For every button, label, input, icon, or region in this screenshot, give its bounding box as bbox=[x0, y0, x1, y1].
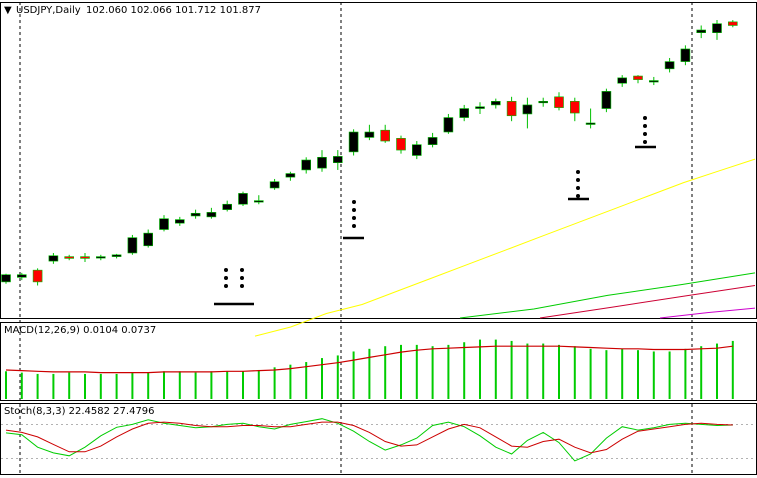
candle-body bbox=[459, 108, 470, 118]
candle-body bbox=[554, 96, 564, 108]
ohlc-label: 102.060 102.066 101.712 101.877 bbox=[86, 5, 261, 16]
vertical-gridlines bbox=[19, 2, 693, 474]
candle-body bbox=[32, 269, 43, 283]
symbol-label: USDJPY,Daily bbox=[16, 5, 81, 16]
candle-body bbox=[285, 173, 296, 178]
stoch-pane bbox=[1, 418, 756, 462]
candle-body bbox=[64, 256, 74, 259]
candle-body bbox=[127, 237, 138, 254]
candle-body bbox=[380, 129, 391, 142]
moving-average-1 bbox=[459, 272, 756, 319]
marker-dot bbox=[576, 170, 580, 174]
markers bbox=[214, 116, 656, 306]
candle-body bbox=[206, 212, 217, 218]
candle-body bbox=[96, 256, 106, 259]
candle-body bbox=[538, 101, 549, 104]
candle-body bbox=[396, 138, 406, 151]
candle-body bbox=[633, 75, 643, 80]
marker-dot bbox=[224, 284, 228, 288]
candle-body bbox=[301, 159, 312, 171]
candle-body bbox=[364, 131, 375, 138]
candle-body bbox=[696, 29, 707, 33]
candle-body bbox=[490, 101, 501, 106]
moving-average-3 bbox=[659, 307, 756, 319]
candle-body bbox=[1, 274, 11, 283]
candle-body bbox=[475, 106, 485, 109]
stoch-label: Stoch(8,3,3) 22.4582 27.4796 bbox=[4, 406, 155, 417]
marker-dot bbox=[576, 178, 580, 182]
marker-dot bbox=[352, 200, 356, 204]
candle-body bbox=[727, 21, 738, 26]
candle-body bbox=[648, 80, 659, 83]
candle-body bbox=[332, 156, 343, 164]
moving-average-2 bbox=[539, 285, 756, 319]
candle-body bbox=[427, 137, 438, 145]
candle-body bbox=[522, 104, 533, 115]
candle-body bbox=[269, 181, 280, 189]
candle-body bbox=[159, 218, 169, 230]
moving-averages bbox=[254, 158, 756, 337]
marker-dot bbox=[240, 276, 244, 280]
candle-body bbox=[143, 232, 153, 247]
candle-body bbox=[617, 77, 628, 84]
candle-body bbox=[680, 48, 691, 62]
marker-dot bbox=[576, 194, 580, 198]
candle-body bbox=[443, 117, 454, 133]
candle-body bbox=[411, 144, 422, 156]
chart-title-arrow: ▼ bbox=[4, 5, 12, 16]
candle-body bbox=[222, 203, 232, 210]
marker-dot bbox=[643, 116, 647, 120]
marker-dot bbox=[576, 186, 580, 190]
marker-dot bbox=[643, 140, 647, 144]
candle-body bbox=[712, 23, 722, 33]
marker-dot bbox=[240, 268, 244, 272]
candle-body bbox=[348, 131, 359, 153]
macd-label: MACD(12,26,9) 0.0104 0.0737 bbox=[4, 325, 156, 336]
macd-pane bbox=[5, 339, 734, 399]
candle-body bbox=[175, 219, 185, 224]
candle-body bbox=[506, 101, 517, 117]
stoch-line-1 bbox=[5, 421, 733, 454]
pane-frame-0 bbox=[0, 2, 757, 319]
candle-body bbox=[317, 156, 327, 169]
candle-body bbox=[48, 255, 59, 262]
candle-body bbox=[585, 122, 596, 125]
candle-body bbox=[569, 101, 580, 114]
marker-dot bbox=[643, 132, 647, 136]
macd-signal-line bbox=[5, 345, 733, 374]
marker-dot bbox=[352, 208, 356, 212]
candle-body bbox=[190, 212, 201, 217]
candle-body bbox=[664, 61, 675, 70]
moving-average-0 bbox=[254, 158, 756, 337]
marker-dot bbox=[352, 224, 356, 228]
pane-frame-2 bbox=[0, 403, 757, 475]
candle-body bbox=[238, 193, 248, 205]
candle-body bbox=[16, 274, 27, 278]
marker-dot bbox=[643, 124, 647, 128]
pane-frame-1 bbox=[0, 322, 757, 401]
candle-body bbox=[254, 200, 264, 203]
stoch-line-0 bbox=[5, 418, 733, 462]
candle-body bbox=[601, 91, 612, 109]
marker-dot bbox=[240, 284, 244, 288]
candle-body bbox=[111, 254, 122, 257]
marker-dot bbox=[224, 276, 228, 280]
marker-dot bbox=[352, 216, 356, 220]
candle-body bbox=[80, 256, 90, 259]
marker-dot bbox=[224, 268, 228, 272]
candles bbox=[1, 20, 738, 286]
